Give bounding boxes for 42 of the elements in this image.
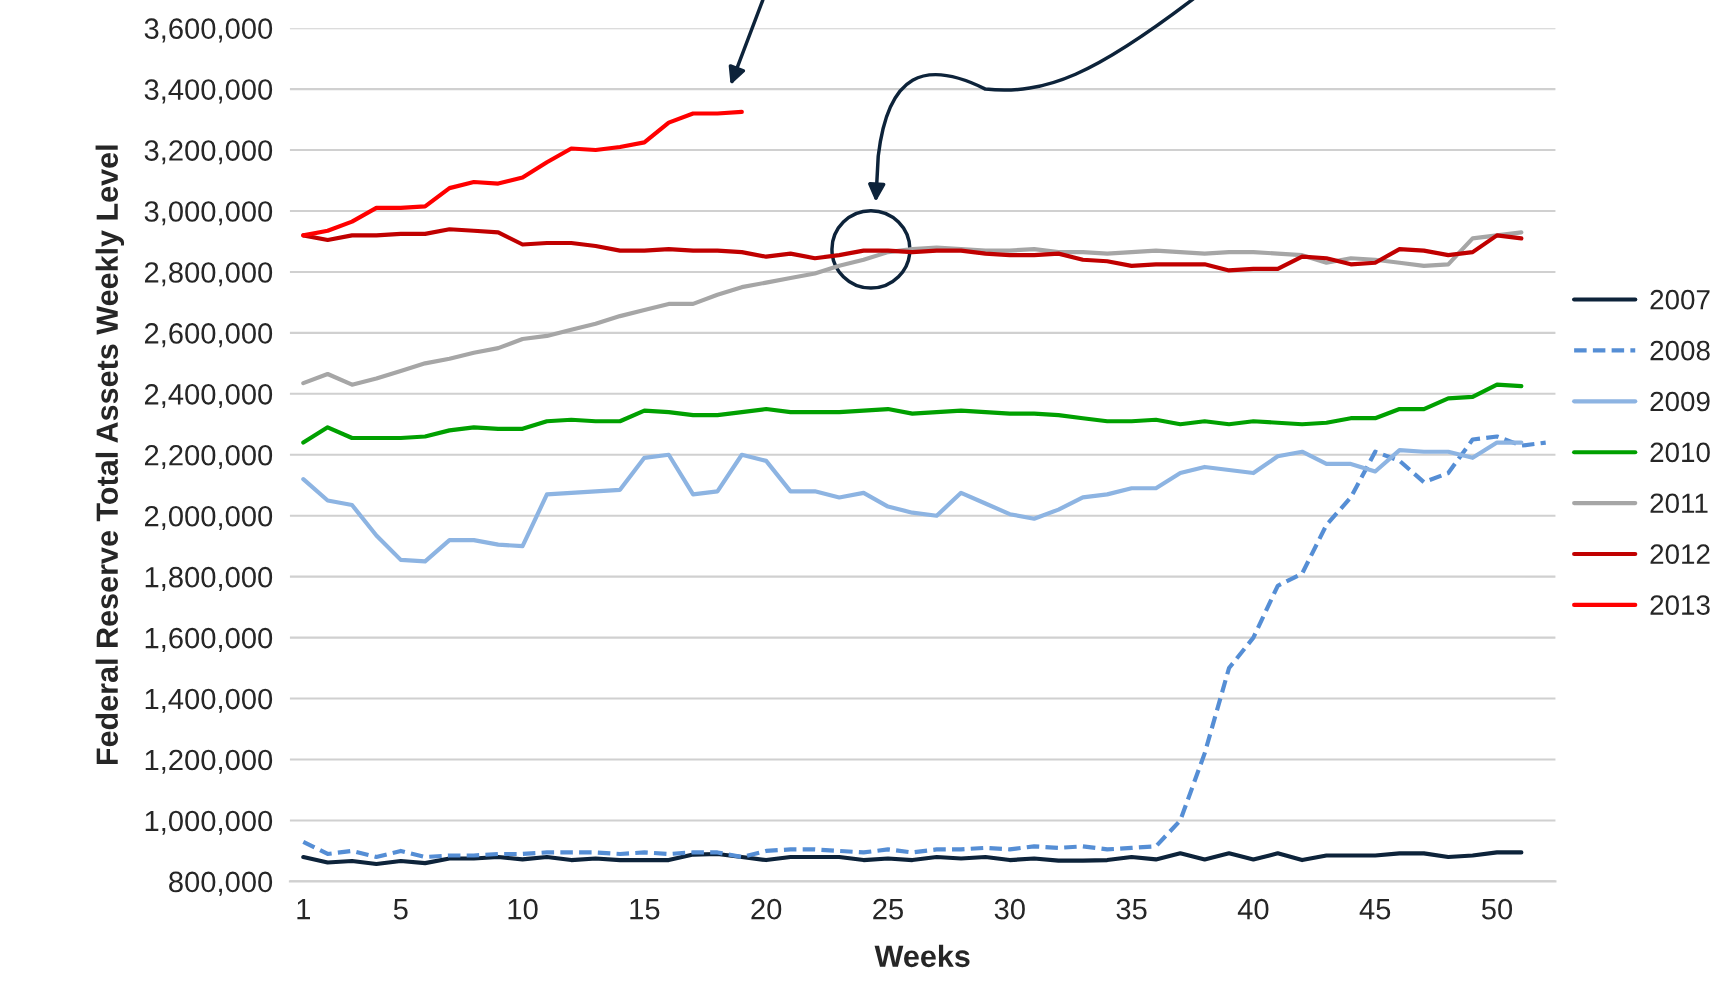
y-tick-label: 2,000,000 [144, 505, 273, 531]
line-series [301, 382, 1524, 445]
x-tick-label: 25 [873, 898, 903, 920]
legend-label: 2013 [1650, 595, 1710, 615]
x-axis-title: Weeks [874, 944, 970, 968]
x-tick-label: 40 [1237, 898, 1269, 920]
x-tick-label: 5 [393, 899, 408, 920]
x-tick-label: 30 [994, 898, 1025, 920]
legend-label: 2011 [1650, 493, 1708, 514]
y-axis-title: Federal Reserve Total Assets Weekly Level [95, 145, 125, 765]
y-tick-label: 2,200,000 [144, 444, 273, 470]
y-tick-label: 2,800,000 [144, 262, 273, 287]
line-series [301, 230, 1524, 387]
x-tick-label: 15 [630, 899, 660, 920]
y-tick-label: 1,400,000 [145, 688, 273, 713]
legend-label: 2012 [1650, 544, 1710, 565]
y-tick-label: 3,600,000 [144, 18, 273, 43]
x-tick-label: 1 [297, 899, 310, 920]
line-series [301, 850, 1524, 867]
legend-label: 2008 [1650, 340, 1710, 361]
legend-label: 2007 [1650, 289, 1710, 310]
legend-label: 2010 [1650, 442, 1710, 463]
x-tick-label: 45 [1359, 899, 1391, 920]
y-tick-label: 1,000,000 [145, 810, 273, 835]
y-tick-label: 3,000,000 [144, 201, 273, 226]
y-tick-label: 2,400,000 [144, 384, 273, 409]
line-series [301, 109, 744, 238]
y-tick-label: 800,000 [169, 871, 273, 896]
x-tick-label: 50 [1481, 898, 1513, 920]
y-tick-label: 1,200,000 [145, 749, 273, 774]
x-tick-label: 10 [508, 898, 538, 920]
y-tick-label: 1,800,000 [145, 566, 273, 591]
y-tick-label: 1,600,000 [145, 627, 273, 652]
x-tick-label: 20 [751, 898, 782, 920]
y-tick-label: 3,200,000 [144, 140, 273, 165]
y-tick-label: 3,400,000 [144, 79, 273, 104]
line-series [301, 227, 1524, 273]
x-tick-label: 35 [1116, 898, 1147, 920]
legend-label: 2009 [1650, 391, 1710, 412]
y-tick-label: 2,600,000 [144, 323, 273, 348]
line-series [301, 434, 1548, 860]
line-series [301, 440, 1524, 564]
